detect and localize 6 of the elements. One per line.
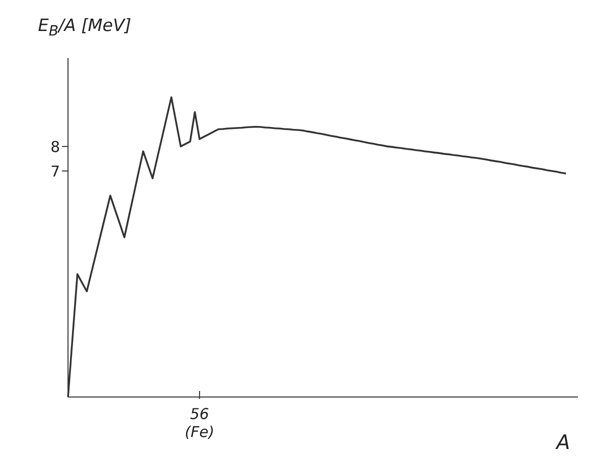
y-axis-title: E$_{B}$/A [MeV] xyxy=(38,16,132,40)
y-tick-label: 7 xyxy=(50,162,60,180)
y-tick-label: 8 xyxy=(50,138,60,156)
x-axis-title: A xyxy=(554,430,570,454)
text: (Fe) xyxy=(184,423,214,441)
x-tick-label: 56 xyxy=(190,405,210,423)
